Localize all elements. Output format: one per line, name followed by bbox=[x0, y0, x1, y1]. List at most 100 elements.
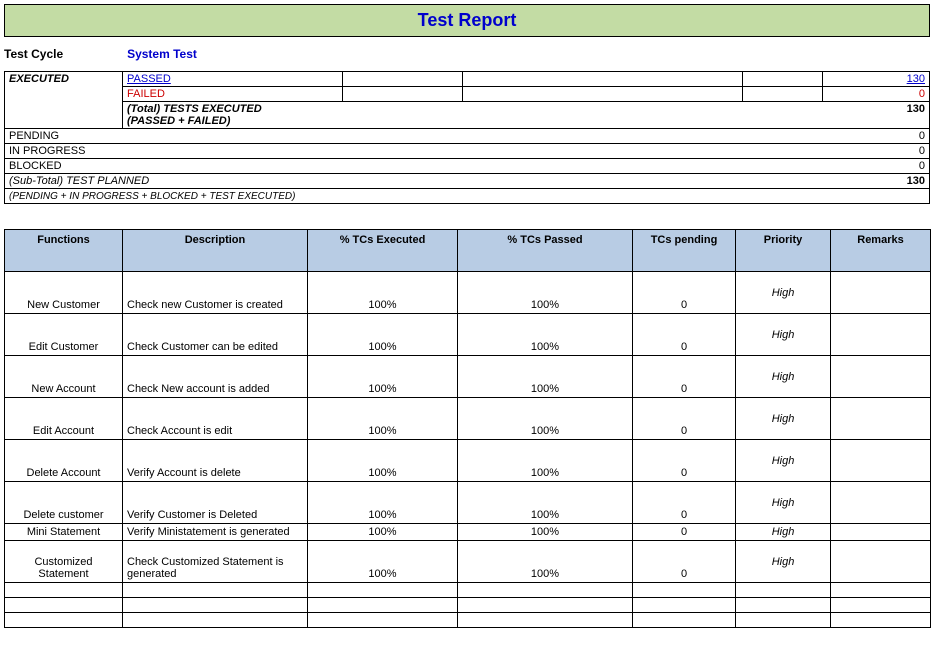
executed-label: EXECUTED bbox=[5, 72, 123, 87]
cell-passed: 100% bbox=[458, 398, 633, 440]
summary-row-subtotal-formula: (PENDING + IN PROGRESS + BLOCKED + TEST … bbox=[5, 189, 930, 204]
table-row: New CustomerCheck new Customer is create… bbox=[5, 272, 931, 314]
summary-row-total: (Total) TESTS EXECUTED (PASSED + FAILED)… bbox=[5, 102, 930, 129]
col-passed: % TCs Passed bbox=[458, 230, 633, 272]
cell-remarks bbox=[831, 440, 931, 482]
cell-pending: 0 bbox=[633, 398, 736, 440]
test-cycle-value: System Test bbox=[127, 47, 197, 61]
cell-executed: 100% bbox=[308, 314, 458, 356]
functions-table: Functions Description % TCs Executed % T… bbox=[4, 229, 931, 628]
cell-function: Edit Account bbox=[5, 398, 123, 440]
cell-priority: High bbox=[736, 272, 831, 314]
table-row-empty bbox=[5, 613, 931, 628]
cell-passed: 100% bbox=[458, 356, 633, 398]
cell-passed: 100% bbox=[458, 440, 633, 482]
table-row-empty bbox=[5, 583, 931, 598]
cell-executed: 100% bbox=[308, 541, 458, 583]
cell-description: Check Account is edit bbox=[123, 398, 308, 440]
table-row: Edit CustomerCheck Customer can be edite… bbox=[5, 314, 931, 356]
table-row-empty bbox=[5, 598, 931, 613]
cell-description: Check new Customer is created bbox=[123, 272, 308, 314]
failed-value: 0 bbox=[823, 87, 930, 102]
cell-description: Check Customer can be edited bbox=[123, 314, 308, 356]
cell-pending: 0 bbox=[633, 541, 736, 583]
col-functions: Functions bbox=[5, 230, 123, 272]
cell-executed: 100% bbox=[308, 482, 458, 524]
summary-row-failed: FAILED 0 bbox=[5, 87, 930, 102]
pending-value: 0 bbox=[823, 129, 930, 144]
cell-pending: 0 bbox=[633, 272, 736, 314]
blocked-label: BLOCKED bbox=[5, 159, 823, 174]
cell-remarks bbox=[831, 314, 931, 356]
cell-priority: High bbox=[736, 398, 831, 440]
total-label: (Total) TESTS EXECUTED bbox=[127, 103, 262, 115]
pending-label: PENDING bbox=[5, 129, 823, 144]
col-pending: TCs pending bbox=[633, 230, 736, 272]
cell-priority: High bbox=[736, 541, 831, 583]
cell-function: New Customer bbox=[5, 272, 123, 314]
cell-executed: 100% bbox=[308, 398, 458, 440]
cell-priority: High bbox=[736, 440, 831, 482]
summary-row-pending: PENDING 0 bbox=[5, 129, 930, 144]
table-row: Delete AccountVerify Account is delete10… bbox=[5, 440, 931, 482]
total-sub: (PASSED + FAILED) bbox=[127, 115, 230, 127]
total-value: 130 bbox=[823, 102, 930, 129]
subtotal-label: (Sub-Total) TEST PLANNED bbox=[5, 174, 823, 189]
cell-pending: 0 bbox=[633, 440, 736, 482]
summary-row-blocked: BLOCKED 0 bbox=[5, 159, 930, 174]
cell-remarks bbox=[831, 524, 931, 541]
table-row: Edit AccountCheck Account is edit100%100… bbox=[5, 398, 931, 440]
cell-pending: 0 bbox=[633, 524, 736, 541]
failed-label: FAILED bbox=[123, 87, 343, 102]
cell-function: Delete customer bbox=[5, 482, 123, 524]
inprogress-label: IN PROGRESS bbox=[5, 144, 823, 159]
cell-priority: High bbox=[736, 524, 831, 541]
cell-pending: 0 bbox=[633, 356, 736, 398]
table-row: New AccountCheck New account is added100… bbox=[5, 356, 931, 398]
cell-priority: High bbox=[736, 314, 831, 356]
cell-remarks bbox=[831, 541, 931, 583]
cell-executed: 100% bbox=[308, 440, 458, 482]
cell-remarks bbox=[831, 272, 931, 314]
passed-label[interactable]: PASSED bbox=[123, 72, 343, 87]
cell-description: Verify Ministatement is generated bbox=[123, 524, 308, 541]
cell-priority: High bbox=[736, 482, 831, 524]
summary-row-passed: EXECUTED PASSED 130 bbox=[5, 72, 930, 87]
test-cycle-label: Test Cycle bbox=[4, 47, 124, 61]
blocked-value: 0 bbox=[823, 159, 930, 174]
summary-row-inprogress: IN PROGRESS 0 bbox=[5, 144, 930, 159]
cell-function: Mini Statement bbox=[5, 524, 123, 541]
cell-passed: 100% bbox=[458, 272, 633, 314]
cell-function: Delete Account bbox=[5, 440, 123, 482]
cell-remarks bbox=[831, 482, 931, 524]
cell-executed: 100% bbox=[308, 272, 458, 314]
passed-value: 130 bbox=[823, 72, 930, 87]
col-priority: Priority bbox=[736, 230, 831, 272]
cell-pending: 0 bbox=[633, 314, 736, 356]
table-row: Customized StatementCheck Customized Sta… bbox=[5, 541, 931, 583]
table-row: Mini StatementVerify Ministatement is ge… bbox=[5, 524, 931, 541]
cell-executed: 100% bbox=[308, 524, 458, 541]
cell-priority: High bbox=[736, 356, 831, 398]
cell-executed: 100% bbox=[308, 356, 458, 398]
cell-passed: 100% bbox=[458, 541, 633, 583]
cell-passed: 100% bbox=[458, 524, 633, 541]
cell-passed: 100% bbox=[458, 314, 633, 356]
cell-passed: 100% bbox=[458, 482, 633, 524]
report-title: Test Report bbox=[4, 4, 930, 37]
cell-function: Edit Customer bbox=[5, 314, 123, 356]
col-remarks: Remarks bbox=[831, 230, 931, 272]
subtotal-sub: (PENDING + IN PROGRESS + BLOCKED + TEST … bbox=[5, 189, 930, 204]
cell-description: Verify Account is delete bbox=[123, 440, 308, 482]
cell-remarks bbox=[831, 398, 931, 440]
cell-remarks bbox=[831, 356, 931, 398]
cell-description: Check Customized Statement is generated bbox=[123, 541, 308, 583]
cell-description: Check New account is added bbox=[123, 356, 308, 398]
subtotal-value: 130 bbox=[823, 174, 930, 189]
table-row: Delete customerVerify Customer is Delete… bbox=[5, 482, 931, 524]
cell-function: Customized Statement bbox=[5, 541, 123, 583]
summary-row-subtotal: (Sub-Total) TEST PLANNED 130 bbox=[5, 174, 930, 189]
cell-pending: 0 bbox=[633, 482, 736, 524]
col-description: Description bbox=[123, 230, 308, 272]
summary-table: EXECUTED PASSED 130 FAILED 0 (Total) TES… bbox=[4, 71, 930, 204]
